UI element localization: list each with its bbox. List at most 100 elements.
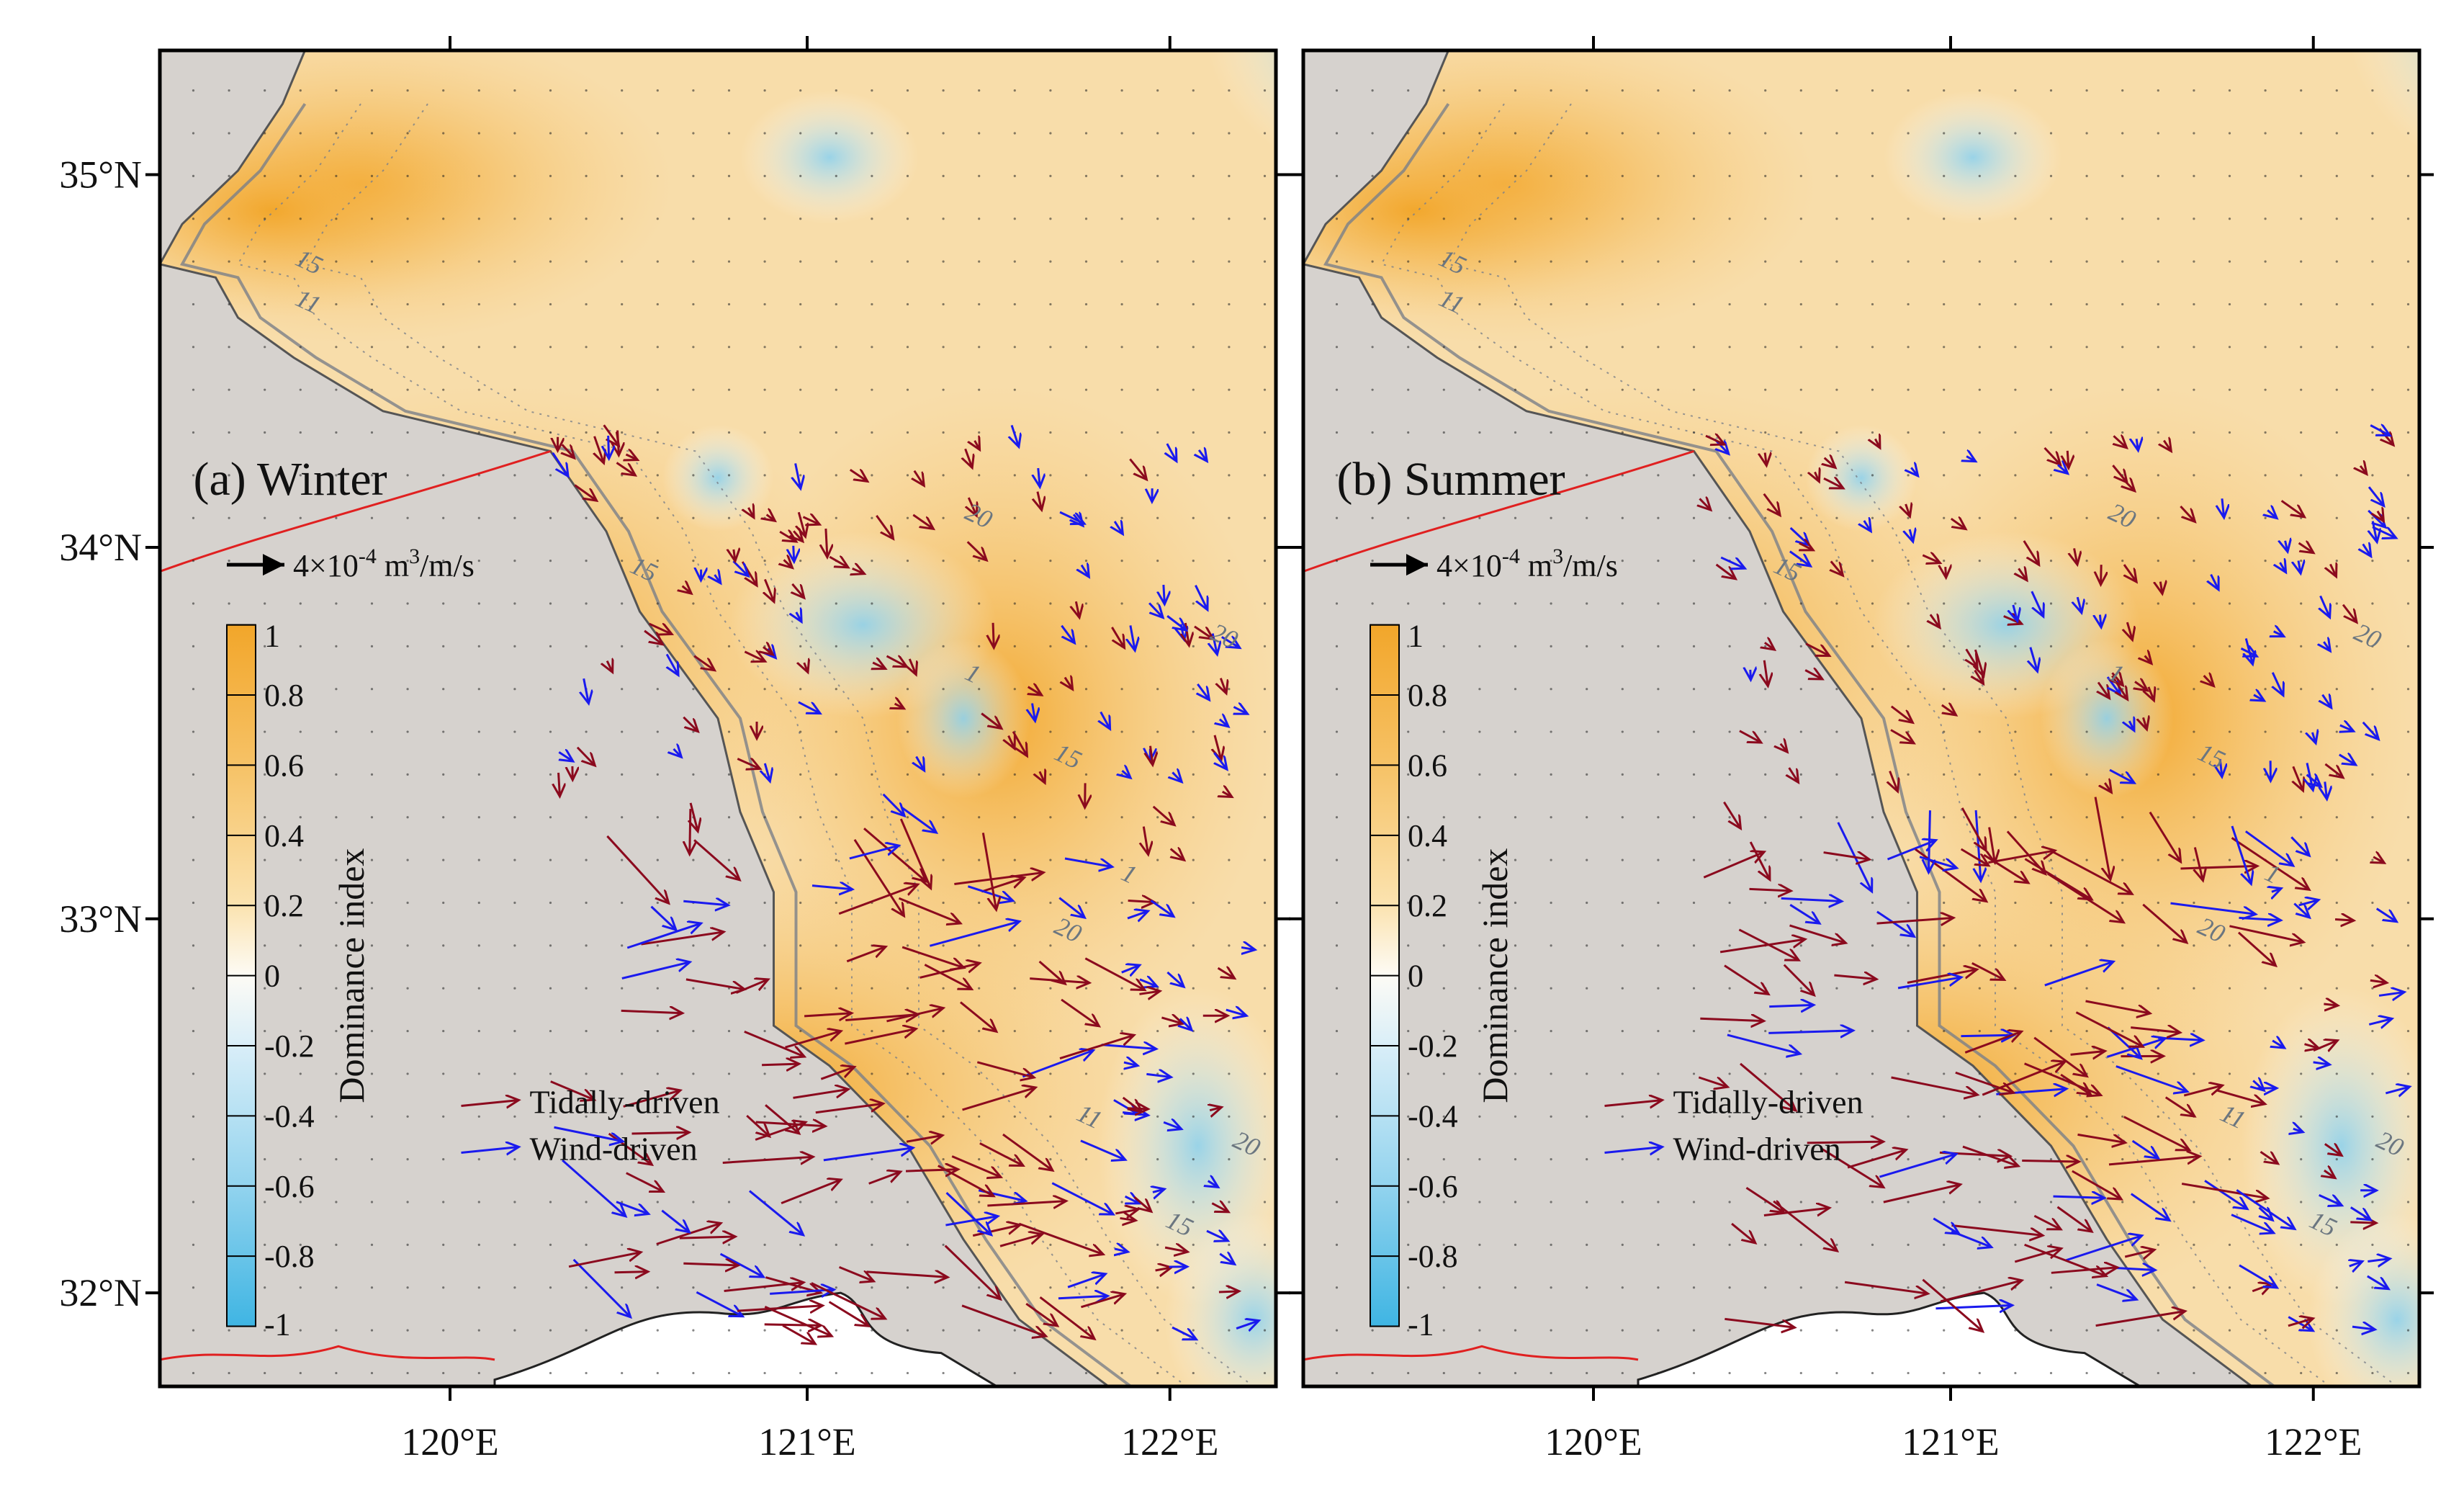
grid-dot <box>2121 602 2124 605</box>
grid-dot <box>1764 560 1767 562</box>
grid-dot <box>585 302 588 306</box>
grid-dot <box>1586 901 1588 905</box>
grid-dot <box>2157 1115 2159 1118</box>
tidal-transport-arrow <box>1825 458 1835 468</box>
grid-dot <box>835 688 837 691</box>
wind-transport-arrow <box>2129 721 2134 730</box>
grid-dot <box>2406 1115 2410 1118</box>
tidal-transport-arrow <box>2164 1096 2195 1116</box>
tidal-transport-arrow <box>679 1237 735 1238</box>
tidal-transport-arrow <box>1988 851 2055 864</box>
grid-dot <box>2406 944 2410 947</box>
grid-dot <box>942 516 945 519</box>
tidal-transport-arrow <box>606 835 668 903</box>
wind-transport-arrow <box>1236 1321 1259 1329</box>
wind-transport-arrow <box>1146 1074 1171 1077</box>
grid-dot <box>1156 132 1159 135</box>
grid-dot <box>1799 1286 1802 1289</box>
grid-dot <box>1799 474 1802 477</box>
grid-dot <box>477 1115 480 1118</box>
grid-dot <box>692 645 695 647</box>
grid-dot <box>406 1286 409 1289</box>
grid-dot <box>2014 1286 2017 1289</box>
grid-dot <box>1156 388 1159 391</box>
grid-dot <box>1192 645 1195 647</box>
grid-dot <box>1013 132 1016 135</box>
grid-dot <box>978 302 981 306</box>
grid-dot <box>2300 1371 2303 1375</box>
grid-dot <box>1335 474 1339 477</box>
grid-dot <box>1049 1115 1052 1118</box>
grid-dot <box>727 260 731 263</box>
grid-dot <box>1835 302 1838 306</box>
grid-dot <box>1120 516 1123 519</box>
grid-dot <box>906 944 909 947</box>
tidal-transport-arrow <box>966 448 973 467</box>
grid-dot <box>2014 901 2017 905</box>
tidal-transport-arrow <box>2229 925 2303 942</box>
grid-dot <box>1049 602 1052 605</box>
grid-dot <box>1586 1201 1588 1203</box>
grid-dot <box>2049 474 2053 477</box>
grid-dot <box>370 1371 374 1375</box>
tidal-transport-arrow <box>999 1234 1042 1247</box>
grid-dot <box>2049 730 2053 733</box>
grid-dot <box>692 730 695 733</box>
grid-dot <box>1514 1286 1517 1289</box>
grid-dot <box>1586 602 1588 605</box>
grid-dot <box>1478 218 1481 220</box>
grid-dot <box>2406 987 2410 990</box>
grid-dot <box>1228 1201 1231 1203</box>
tidal-transport-arrow <box>734 550 735 561</box>
grid-dot <box>192 431 195 434</box>
grid-dot <box>621 388 624 391</box>
grid-dot <box>656 1371 659 1375</box>
grid-dot <box>513 816 516 819</box>
grid-dot <box>871 89 873 92</box>
grid-dot <box>1514 260 1517 263</box>
wind-transport-arrow <box>1910 529 1913 542</box>
grid-dot <box>585 346 588 349</box>
grid-dot <box>2157 260 2159 263</box>
grid-dot <box>2085 1115 2088 1118</box>
grid-dot <box>1228 1329 1231 1332</box>
grid-dot <box>2085 218 2088 220</box>
tidal-transport-arrow <box>2023 540 2039 565</box>
grid-dot <box>1263 431 1267 434</box>
grid-dot <box>1156 773 1159 776</box>
wind-transport-arrow <box>1080 1139 1125 1160</box>
grid-dot <box>1478 773 1481 776</box>
grid-dot <box>585 773 588 776</box>
grid-dot <box>2406 1286 2410 1289</box>
grid-dot <box>2085 388 2088 391</box>
colorbar-tick-label: 0 <box>264 959 280 994</box>
grid-dot <box>1692 260 1696 263</box>
grid-dot <box>513 431 516 434</box>
grid-dot <box>2228 730 2231 733</box>
grid-dot <box>1049 901 1052 905</box>
grid-dot <box>1514 1371 1517 1375</box>
grid-dot <box>1764 174 1767 177</box>
tidal-transport-arrow <box>2373 857 2384 863</box>
tidal-transport-arrow <box>737 1306 823 1311</box>
grid-dot <box>406 174 409 177</box>
grid-dot <box>871 816 873 819</box>
grid-dot <box>2085 688 2088 691</box>
grid-dot <box>727 901 731 905</box>
grid-dot <box>942 260 945 263</box>
grid-dot <box>1013 816 1016 819</box>
grid-dot <box>1478 1072 1481 1075</box>
colorbar-tick-label: -0.6 <box>264 1169 315 1204</box>
scale-label: 4×10-4 m3/m/s <box>1436 544 1618 583</box>
grid-dot <box>621 816 624 819</box>
grid-dot <box>1156 987 1159 990</box>
grid-dot <box>442 1329 445 1332</box>
grid-dot <box>2371 944 2374 947</box>
wind-transport-arrow <box>661 1209 689 1232</box>
grid-dot <box>477 816 480 819</box>
grid-dot <box>2371 858 2374 861</box>
grid-dot <box>477 944 480 947</box>
grid-dot <box>2264 174 2267 177</box>
grid-dot <box>621 1243 624 1246</box>
grid-dot <box>621 302 624 306</box>
